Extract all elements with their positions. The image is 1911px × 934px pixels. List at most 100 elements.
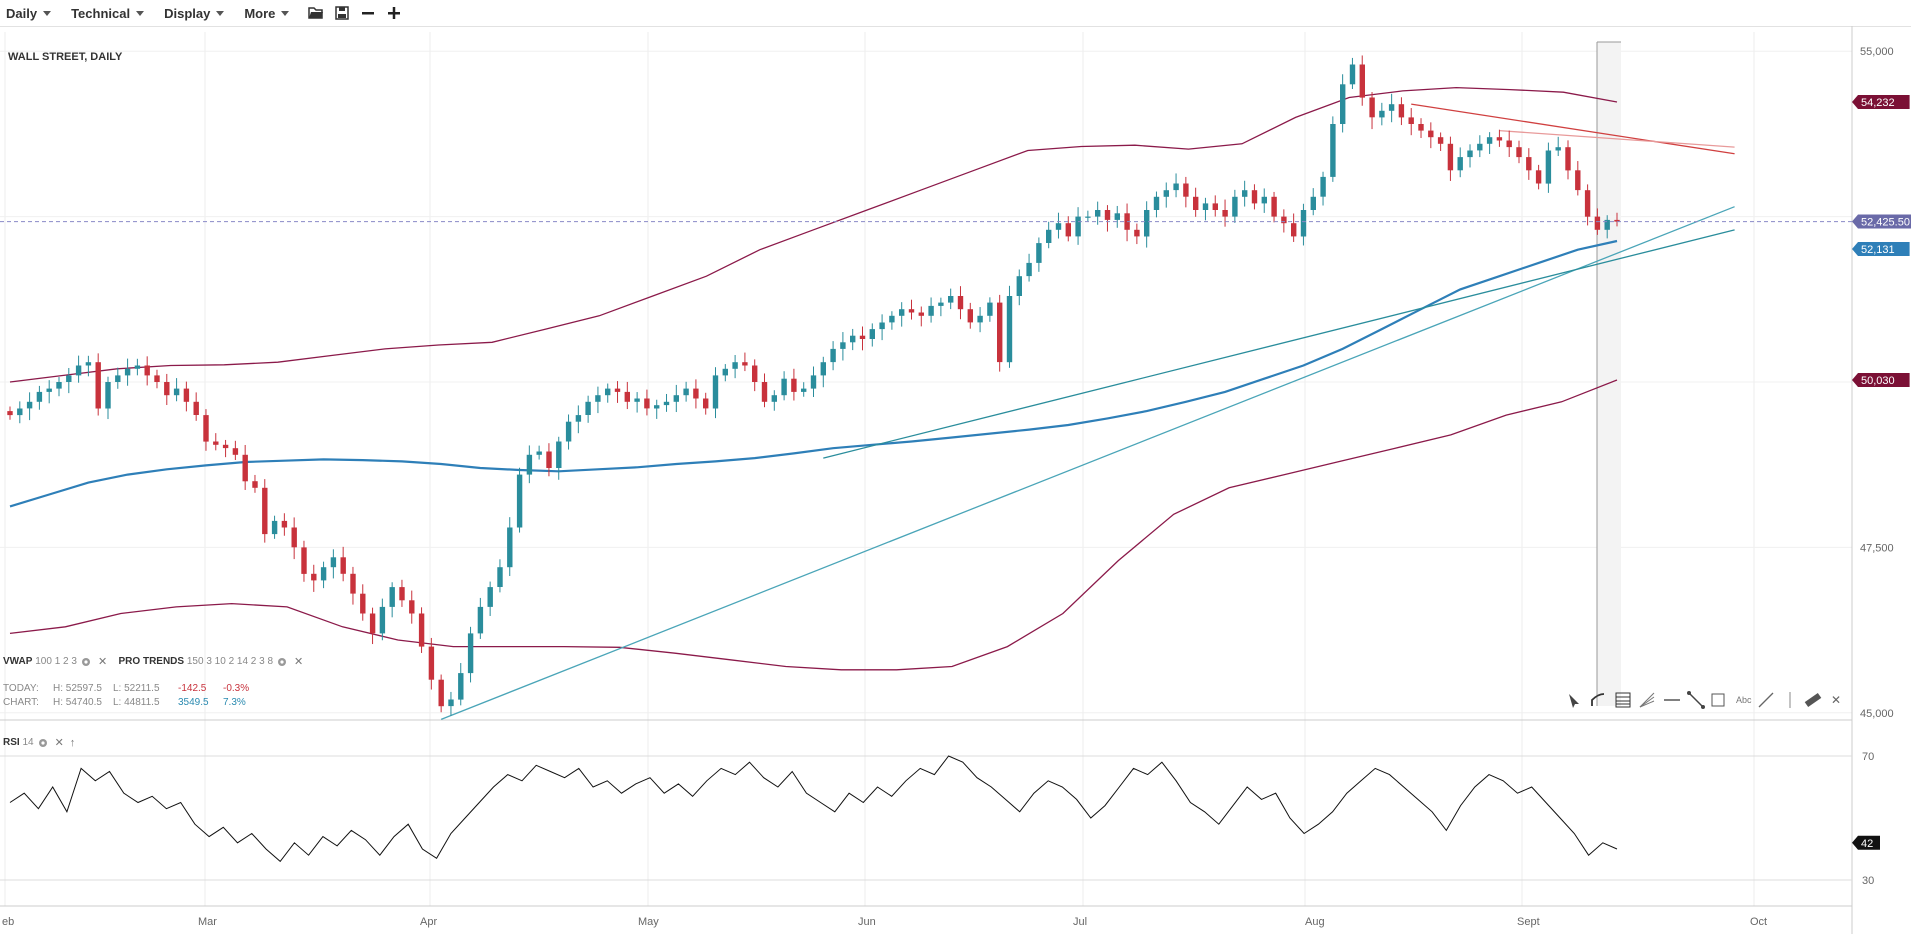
candle-body (712, 375, 719, 409)
today-pct: -0.3% (223, 683, 250, 694)
candle-body (1330, 124, 1336, 177)
gear-icon[interactable] (37, 737, 49, 749)
fan-icon[interactable] (1639, 692, 1655, 708)
candle-body (1183, 183, 1189, 197)
candle-body (17, 408, 23, 416)
month-label: Apr (420, 916, 437, 928)
vwap-label: VWAP (3, 656, 33, 667)
candle-body (154, 375, 160, 382)
price-badge-label: 52,425.50 (1861, 217, 1910, 229)
more-menu-label: More (244, 5, 276, 21)
candle-body (1222, 210, 1228, 217)
candle-body (1428, 130, 1434, 138)
candle-body (1006, 296, 1013, 363)
candle-body (791, 378, 797, 392)
gear-icon[interactable] (276, 656, 288, 668)
candle-body (1026, 262, 1032, 277)
candle-body (369, 613, 376, 634)
grid-icon[interactable] (1615, 692, 1631, 708)
ruler-icon[interactable] (1804, 692, 1822, 708)
vwap-path (9, 239, 1618, 508)
today-high: H: 52597.5 (53, 683, 102, 694)
candle-body (693, 388, 699, 399)
close-glyph: ✕ (1831, 693, 1841, 707)
chart-grid (0, 26, 1853, 934)
candle-body (1457, 157, 1463, 171)
candle-body (291, 527, 297, 548)
candle-body (624, 391, 630, 402)
segment-icon[interactable] (1687, 691, 1705, 709)
candle-body (487, 587, 493, 607)
candle-body (595, 395, 601, 402)
today-label: TODAY: (3, 683, 39, 694)
close-icon[interactable]: ✕ (54, 737, 64, 749)
support-trendline (440, 206, 1735, 720)
more-menu[interactable]: More (244, 5, 290, 21)
candle-body (409, 600, 415, 614)
candle-body (1369, 97, 1375, 118)
candle-body (820, 362, 826, 376)
candle-body (1506, 140, 1512, 148)
candle-body (556, 441, 562, 468)
rsi-panel (0, 755, 1852, 881)
candle-body (320, 567, 327, 581)
chart-label: CHART: (3, 697, 39, 708)
save-icon[interactable] (329, 2, 355, 24)
close-icon[interactable]: ✕ (97, 656, 108, 668)
candle-body (164, 382, 170, 396)
interval-menu-label: Daily (6, 5, 38, 21)
price-chart[interactable]: 55,000 47,500 45,000 54,232 52,425.50 52,131 5… (0, 26, 1911, 934)
candle-body (418, 613, 425, 647)
zoom-in-icon[interactable] (381, 2, 407, 24)
candle-body (732, 362, 738, 369)
close-icon[interactable]: ✕ (1831, 693, 1841, 707)
chart-stats: CHART: H: 54740.5 L: 44811.5 3549.5 7.3% (3, 697, 246, 708)
chart-pct: 7.3% (223, 697, 246, 708)
cursor-icon[interactable] (1569, 694, 1579, 708)
candle-body (1173, 183, 1179, 191)
candle-body (1055, 223, 1062, 230)
month-label: Aug (1305, 916, 1325, 928)
gear-icon[interactable] (80, 656, 92, 668)
rsi-label: RSI (3, 737, 20, 748)
candle-body (977, 315, 983, 323)
candle-body (1310, 196, 1316, 210)
candle-body (399, 587, 405, 601)
candle-body (536, 451, 542, 455)
curve-shape (1591, 693, 1605, 706)
display-menu[interactable]: Display (164, 6, 225, 21)
month-label: Jul (1073, 916, 1087, 928)
candle-body (301, 547, 307, 574)
candle-body (262, 487, 268, 535)
rsi-badge-label: 42 (1861, 838, 1873, 850)
chevron-down-icon (136, 10, 145, 16)
arrow-up-icon[interactable]: ↑ (69, 736, 76, 749)
candle-body (761, 382, 768, 402)
candle-body (144, 365, 150, 376)
technical-menu[interactable]: Technical (71, 6, 145, 21)
rsi-legend: RSI 14 ✕ ↑ (3, 736, 78, 750)
interval-menu[interactable]: Daily (6, 5, 52, 21)
candle-body (722, 368, 728, 376)
month-label: Sept (1517, 916, 1540, 928)
rsi-tick-label: 30 (1862, 875, 1874, 887)
folder-open-icon[interactable] (303, 2, 329, 24)
close-icon[interactable]: ✕ (294, 656, 304, 668)
rectangle-icon[interactable] (1711, 693, 1725, 707)
candle-body (173, 388, 180, 396)
line-icon[interactable] (1758, 692, 1774, 708)
candle-body (1555, 147, 1561, 151)
candle-body (124, 368, 131, 376)
trendlines (440, 103, 1735, 720)
zoom-out-icon[interactable] (355, 2, 381, 24)
text-icon[interactable]: Abc (1736, 695, 1752, 705)
curve-icon[interactable] (1591, 693, 1605, 706)
candle-body (575, 415, 582, 422)
month-label: eb (2, 916, 14, 928)
month-label: Oct (1750, 916, 1767, 928)
grid-box (1615, 692, 1631, 708)
candle-body (193, 401, 199, 415)
candle-body (213, 441, 219, 445)
candle-body (908, 309, 915, 313)
candle-body (673, 395, 679, 402)
